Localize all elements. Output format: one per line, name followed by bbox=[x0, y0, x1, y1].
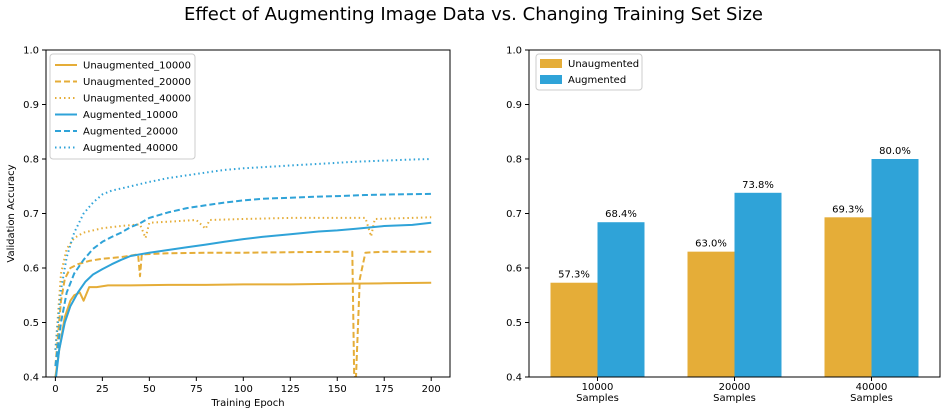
bar-legend: Unaugmented Augmented bbox=[535, 53, 643, 91]
x-tick-label: 100 bbox=[234, 384, 253, 395]
x-tick-label: 50 bbox=[143, 384, 156, 395]
bar-data-label: 73.8% bbox=[742, 180, 774, 191]
bar-data-label: 68.4% bbox=[605, 209, 637, 220]
legend-box bbox=[49, 53, 196, 160]
line-legend: Unaugmented_10000 Unaugmented_20000 Unaugm… bbox=[49, 53, 196, 160]
y-tick-label: 0.6 bbox=[23, 264, 39, 275]
bar-y-tick-label: 1.0 bbox=[506, 46, 522, 57]
x-tick-label: 200 bbox=[422, 384, 441, 395]
legend-label: Unaugmented_20000 bbox=[83, 77, 191, 88]
figure-title: Effect of Augmenting Image Data vs. Chan… bbox=[183, 4, 763, 25]
legend-label: Unaugmented_10000 bbox=[83, 61, 191, 72]
y-tick-label: 0.5 bbox=[23, 318, 39, 329]
bar-legend-swatch bbox=[540, 59, 562, 68]
legend-label: Augmented_10000 bbox=[83, 110, 178, 121]
bar-y-tick-label: 0.5 bbox=[506, 318, 522, 329]
bar-chart-panel: 57.3% 63.0% 69.3% 68.4% 73.8% 80.0% 0.4 0.5 0.6 0… bbox=[506, 46, 941, 404]
bar-y-tick-label: 0.4 bbox=[506, 373, 522, 384]
series-line-augmented-10000 bbox=[55, 221, 432, 377]
x-axis-label: Training Epoch bbox=[210, 398, 284, 409]
y-tick-label: 1.0 bbox=[23, 46, 39, 57]
bar-data-label: 63.0% bbox=[695, 239, 727, 250]
bar-y-tick-label: 0.9 bbox=[506, 100, 522, 111]
bar-category-label: 40000 bbox=[856, 382, 888, 393]
y-tick-label: 0.4 bbox=[23, 373, 39, 384]
bar-legend-label: Unaugmented bbox=[568, 59, 639, 70]
bar-y-tick-label: 0.8 bbox=[506, 155, 522, 166]
bar-y-tick-label: 0.6 bbox=[506, 264, 522, 275]
x-tick-label: 75 bbox=[190, 384, 203, 395]
legend-label: Augmented_20000 bbox=[83, 127, 178, 138]
x-tick-label: 25 bbox=[96, 384, 109, 395]
bar-legend-box bbox=[535, 53, 643, 91]
series-line-augmented-40000 bbox=[54, 158, 432, 350]
x-tick-label: 175 bbox=[375, 384, 394, 395]
bar-category-label: 10000 bbox=[582, 382, 614, 393]
bar-category-label: Samples bbox=[713, 393, 756, 404]
bar-category-label: Samples bbox=[850, 393, 893, 404]
x-tick-label: 0 bbox=[52, 384, 58, 395]
bar-data-label: 69.3% bbox=[832, 204, 864, 215]
bar-unaugmented-0 bbox=[550, 282, 598, 377]
bar-augmented-0 bbox=[597, 222, 645, 377]
legend-label: Augmented_40000 bbox=[83, 143, 178, 154]
bar-unaugmented-2 bbox=[824, 217, 872, 377]
bar-category-label: 20000 bbox=[719, 382, 751, 393]
y-tick-label: 0.7 bbox=[23, 209, 39, 220]
x-tick-label: 125 bbox=[281, 384, 300, 395]
legend-label: Unaugmented_40000 bbox=[83, 94, 191, 105]
bar-unaugmented-1 bbox=[687, 251, 735, 377]
line-chart-panel: 0 25 50 75 100 125 150 175 200 0.4 0.5 0.6 0.7 0.8 0.9… bbox=[6, 46, 451, 409]
bar-legend-swatch bbox=[540, 75, 562, 84]
bar-category-label: Samples bbox=[576, 393, 619, 404]
series-line-unaugmented-10000 bbox=[54, 281, 432, 377]
y-tick-label: 0.8 bbox=[23, 155, 39, 166]
series-line-unaugmented-20000 bbox=[54, 250, 432, 377]
bar-data-label: 80.0% bbox=[879, 146, 911, 157]
bar-augmented-2 bbox=[871, 159, 919, 377]
series-line-augmented-20000 bbox=[54, 192, 432, 367]
bar-augmented-1 bbox=[734, 192, 782, 377]
bar-legend-label: Augmented bbox=[568, 75, 626, 86]
y-axis-label: Validation Accuracy bbox=[6, 164, 17, 262]
bar-y-tick-label: 0.7 bbox=[506, 209, 522, 220]
bar-data-label: 57.3% bbox=[558, 270, 590, 281]
y-tick-label: 0.9 bbox=[23, 100, 39, 111]
x-tick-label: 150 bbox=[328, 384, 347, 395]
line-plot-area bbox=[54, 158, 432, 377]
